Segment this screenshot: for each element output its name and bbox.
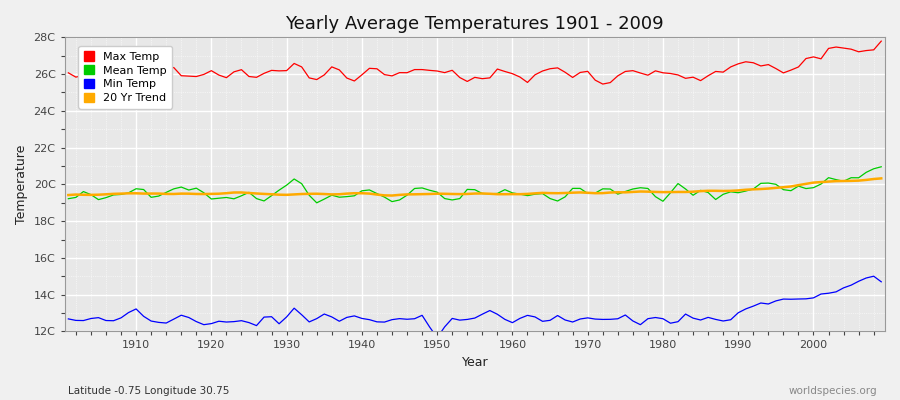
Title: Yearly Average Temperatures 1901 - 2009: Yearly Average Temperatures 1901 - 2009 [285, 15, 664, 33]
Max Temp [296, 64, 307, 69]
20 Yr Trend [387, 193, 398, 198]
Mean Temp [507, 190, 517, 195]
Min Temp [432, 335, 443, 340]
20 Yr Trend [605, 190, 616, 195]
20 Yr Trend [289, 192, 300, 197]
Min Temp [507, 320, 517, 325]
20 Yr Trend [515, 192, 526, 196]
Legend: Max Temp, Mean Temp, Min Temp, 20 Yr Trend: Max Temp, Mean Temp, Min Temp, 20 Yr Tre… [78, 46, 172, 109]
Min Temp [515, 316, 526, 321]
Mean Temp [289, 176, 300, 181]
Mean Temp [63, 196, 74, 201]
Text: worldspecies.org: worldspecies.org [789, 386, 877, 396]
Mean Temp [876, 164, 886, 169]
20 Yr Trend [507, 192, 517, 196]
Text: Latitude -0.75 Longitude 30.75: Latitude -0.75 Longitude 30.75 [68, 386, 229, 396]
Min Temp [123, 310, 134, 315]
Max Temp [515, 75, 526, 80]
Min Temp [334, 319, 345, 324]
Max Temp [876, 39, 886, 44]
Mean Temp [515, 192, 526, 196]
Min Temp [63, 316, 74, 321]
Line: Max Temp: Max Temp [68, 41, 881, 88]
Min Temp [289, 306, 300, 310]
Line: Mean Temp: Mean Temp [68, 167, 881, 203]
Max Temp [341, 76, 352, 80]
Y-axis label: Temperature: Temperature [15, 145, 28, 224]
Mean Temp [341, 194, 352, 199]
Max Temp [130, 75, 141, 80]
Mean Temp [311, 200, 322, 205]
X-axis label: Year: Year [462, 356, 488, 369]
Line: 20 Yr Trend: 20 Yr Trend [68, 178, 881, 196]
Max Temp [605, 80, 616, 85]
Mean Temp [605, 187, 616, 192]
20 Yr Trend [334, 192, 345, 197]
Max Temp [101, 85, 112, 90]
Mean Temp [123, 190, 134, 195]
20 Yr Trend [63, 193, 74, 198]
20 Yr Trend [876, 176, 886, 181]
Max Temp [507, 71, 517, 76]
Max Temp [63, 70, 74, 75]
20 Yr Trend [123, 191, 134, 196]
Min Temp [605, 317, 616, 322]
Min Temp [868, 274, 879, 279]
Line: Min Temp: Min Temp [68, 276, 881, 338]
Min Temp [876, 279, 886, 284]
